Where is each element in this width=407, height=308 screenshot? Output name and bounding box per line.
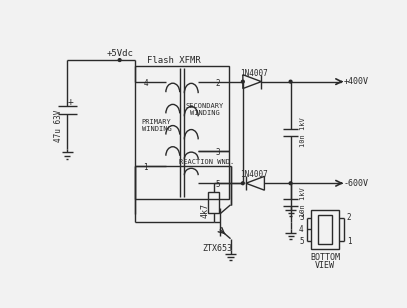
Circle shape — [289, 182, 292, 184]
Text: 2: 2 — [347, 213, 351, 222]
Circle shape — [289, 80, 292, 83]
Text: WINDING: WINDING — [190, 110, 220, 116]
Text: 4k7: 4k7 — [201, 203, 210, 217]
Text: 1: 1 — [347, 237, 351, 245]
Bar — [318, 215, 332, 244]
Text: REACTION WND.: REACTION WND. — [179, 159, 234, 165]
Bar — [311, 210, 339, 249]
Text: 1N4007: 1N4007 — [240, 69, 267, 78]
Circle shape — [241, 80, 244, 83]
Circle shape — [118, 59, 121, 61]
Text: VIEW: VIEW — [315, 261, 335, 270]
Text: 2: 2 — [216, 79, 221, 88]
Text: -600V: -600V — [344, 179, 369, 188]
Circle shape — [241, 182, 244, 184]
Text: SECONDARY: SECONDARY — [186, 103, 224, 109]
Text: 5: 5 — [299, 237, 304, 245]
Text: 4: 4 — [299, 225, 304, 234]
Text: 5: 5 — [216, 180, 221, 189]
Text: +5Vdc: +5Vdc — [106, 49, 133, 59]
Text: 1N4007: 1N4007 — [240, 170, 267, 179]
Text: 1: 1 — [144, 163, 148, 172]
Text: Flash XFMR: Flash XFMR — [147, 55, 201, 65]
Text: 47u 63V: 47u 63V — [54, 110, 63, 143]
Bar — [135, 66, 229, 199]
Text: ZTX653: ZTX653 — [202, 244, 232, 253]
Text: +: + — [68, 97, 73, 107]
Text: PRIMARY: PRIMARY — [142, 119, 171, 125]
Text: 10n 1kV: 10n 1kV — [300, 188, 306, 217]
Text: BOTTOM: BOTTOM — [310, 253, 340, 262]
Text: WINDING: WINDING — [142, 126, 171, 132]
Text: 3: 3 — [216, 148, 221, 157]
Text: +400V: +400V — [344, 77, 369, 86]
Text: 3: 3 — [299, 213, 304, 222]
Text: 4: 4 — [144, 79, 148, 88]
Text: 10n 1kV: 10n 1kV — [300, 118, 306, 147]
Bar — [208, 192, 219, 213]
